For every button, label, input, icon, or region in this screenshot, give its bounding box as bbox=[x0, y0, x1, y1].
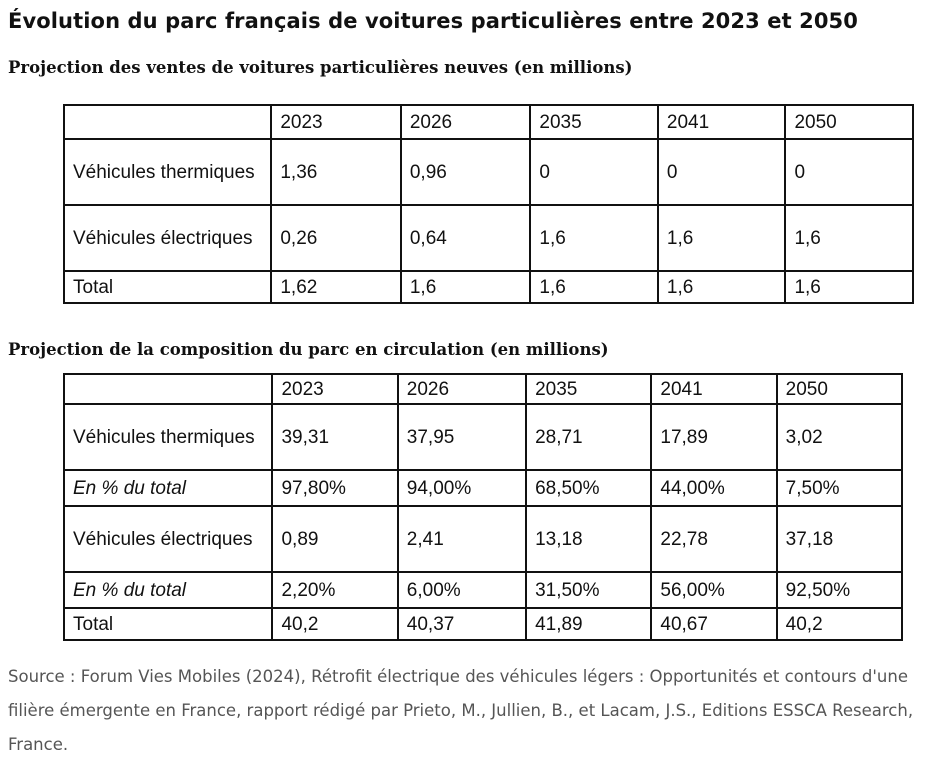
source-note: Source : Forum Vies Mobiles (2024), Rétr… bbox=[8, 667, 914, 754]
table-cell: 1,6 bbox=[529, 270, 659, 304]
row-label: Véhicules thermiques bbox=[62, 138, 273, 206]
table-cell: 0 bbox=[784, 138, 914, 206]
header-cell: 2026 bbox=[396, 373, 528, 405]
table-cell: 0 bbox=[529, 138, 659, 206]
table-cell: 40,2 bbox=[775, 607, 904, 641]
table-cell: 31,50% bbox=[525, 571, 653, 609]
table-cell: 1,6 bbox=[784, 204, 914, 272]
table-row: Véhicules électriques 0,26 0,64 1,6 1,6 … bbox=[62, 204, 914, 272]
table-header-row: 2023 2026 2035 2041 2050 bbox=[62, 373, 904, 405]
table-row: Véhicules thermiques 1,36 0,96 0 0 0 bbox=[62, 138, 914, 206]
header-cell: 2035 bbox=[525, 373, 653, 405]
table-cell: 1,6 bbox=[656, 270, 787, 304]
row-label: Total bbox=[62, 607, 274, 641]
header-cell: 2026 bbox=[399, 104, 532, 140]
table-header-row: 2023 2026 2035 2041 2050 bbox=[62, 104, 914, 140]
table-cell: 1,6 bbox=[529, 204, 659, 272]
table-cell: 56,00% bbox=[650, 571, 778, 609]
table-cell: 1,6 bbox=[656, 204, 787, 272]
table-cell: 39,31 bbox=[271, 403, 399, 471]
sales-table: 2023 2026 2035 2041 2050 Véhicules therm… bbox=[62, 104, 914, 304]
table1-caption: Projection des ventes de voitures partic… bbox=[8, 58, 633, 77]
row-label: Véhicules thermiques bbox=[62, 403, 274, 471]
table-cell: 3,02 bbox=[775, 403, 904, 471]
header-cell: 2041 bbox=[650, 373, 778, 405]
header-cell: 2023 bbox=[270, 104, 402, 140]
table-cell: 0,64 bbox=[399, 204, 532, 272]
table-cell: 41,89 bbox=[525, 607, 653, 641]
table-cell: 92,50% bbox=[775, 571, 904, 609]
table-row: Véhicules thermiques 39,31 37,95 28,71 1… bbox=[62, 403, 904, 471]
row-label: Total bbox=[62, 270, 273, 304]
table-cell: 7,50% bbox=[775, 469, 904, 507]
table-row: Total 40,2 40,37 41,89 40,67 40,2 bbox=[62, 607, 904, 641]
table-cell: 1,62 bbox=[270, 270, 402, 304]
table-cell: 13,18 bbox=[525, 505, 653, 573]
table-cell: 37,18 bbox=[775, 505, 904, 573]
table-cell: 22,78 bbox=[650, 505, 778, 573]
table-cell: 37,95 bbox=[396, 403, 528, 471]
table-cell: 40,2 bbox=[271, 607, 399, 641]
table-cell: 40,67 bbox=[650, 607, 778, 641]
table-row: Véhicules électriques 0,89 2,41 13,18 22… bbox=[62, 505, 904, 573]
row-label: En % du total bbox=[62, 571, 274, 609]
header-cell bbox=[62, 104, 273, 140]
row-label: En % du total bbox=[62, 469, 274, 507]
table2-caption: Projection de la composition du parc en … bbox=[8, 340, 609, 359]
table-cell: 0 bbox=[656, 138, 787, 206]
table-cell: 0,96 bbox=[399, 138, 532, 206]
table-cell: 44,00% bbox=[650, 469, 778, 507]
table-cell: 0,26 bbox=[270, 204, 402, 272]
header-cell: 2023 bbox=[271, 373, 399, 405]
table-row: En % du total 2,20% 6,00% 31,50% 56,00% … bbox=[62, 571, 904, 609]
table-cell: 6,00% bbox=[396, 571, 528, 609]
table-cell: 97,80% bbox=[271, 469, 399, 507]
table-cell: 1,6 bbox=[399, 270, 532, 304]
header-cell bbox=[62, 373, 274, 405]
table-cell: 1,36 bbox=[270, 138, 402, 206]
page-title: Évolution du parc français de voitures p… bbox=[8, 9, 858, 33]
table-cell: 2,41 bbox=[396, 505, 528, 573]
table-row: En % du total 97,80% 94,00% 68,50% 44,00… bbox=[62, 469, 904, 507]
table-cell: 94,00% bbox=[396, 469, 528, 507]
table-cell: 28,71 bbox=[525, 403, 653, 471]
row-label: Véhicules électriques bbox=[62, 505, 274, 573]
header-cell: 2035 bbox=[529, 104, 659, 140]
header-cell: 2041 bbox=[656, 104, 787, 140]
table-cell: 0,89 bbox=[271, 505, 399, 573]
fleet-table: 2023 2026 2035 2041 2050 Véhicules therm… bbox=[62, 373, 904, 641]
table-cell: 17,89 bbox=[650, 403, 778, 471]
table-cell: 2,20% bbox=[271, 571, 399, 609]
table-cell: 1,6 bbox=[784, 270, 914, 304]
table-cell: 40,37 bbox=[396, 607, 528, 641]
header-cell: 2050 bbox=[775, 373, 904, 405]
table-row: Total 1,62 1,6 1,6 1,6 1,6 bbox=[62, 270, 914, 304]
row-label: Véhicules électriques bbox=[62, 204, 273, 272]
table-cell: 68,50% bbox=[525, 469, 653, 507]
header-cell: 2050 bbox=[784, 104, 914, 140]
